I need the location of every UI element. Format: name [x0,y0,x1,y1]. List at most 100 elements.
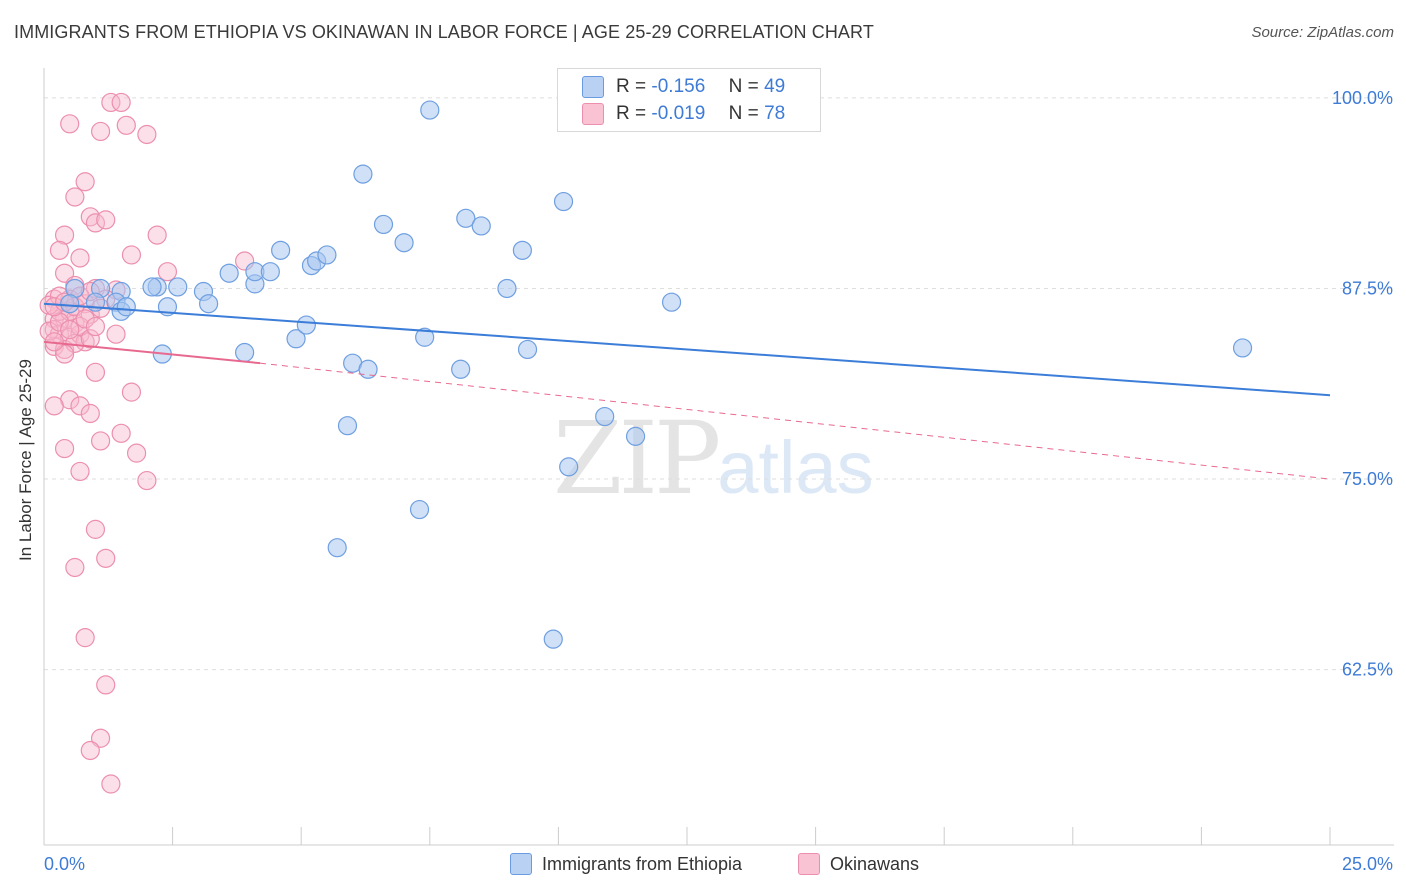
ethiopia-point [543,629,563,649]
okinawans-point [75,628,95,648]
okinawans-point [54,225,75,245]
ethiopia-point [142,277,162,297]
okinawans-point [90,431,111,451]
ethiopia-point [409,499,430,520]
ethiopia-point [497,278,517,299]
okinawans-trend-extension [259,362,1331,480]
ethiopia-point [260,262,280,282]
y-axis-label: In Labor Force | Age 25-29 [16,359,35,561]
okinawans-point [126,443,147,463]
bottom-legend-ethiopia: Immigrants from Ethiopia [510,852,742,876]
okinawans-point [137,124,157,145]
okinawans-point [54,263,75,283]
x-tick-label: 25.0% [1342,854,1393,874]
ethiopia-point [1232,338,1253,358]
okinawans-point [80,740,100,761]
ethiopia-n-value: 49 [764,76,786,97]
okinawans-point [60,114,80,134]
okinawans-point [70,461,90,482]
okinawans-point [85,316,106,337]
okinawans-point [54,438,75,459]
r-label: R = [616,76,647,97]
y-tick-label: 62.5% [1342,660,1393,680]
okinawans-point [101,774,121,794]
okinawans-point [60,320,80,340]
ethiopia-point [661,292,682,312]
okinawans-point [65,557,85,578]
ethiopia-point [199,294,219,314]
ethiopia-legend-label: Immigrants from Ethiopia [542,853,743,874]
chart-source: Source: ZipAtlas.com [1251,24,1394,41]
y-tick-label: 75.0% [1342,469,1393,489]
okinawans-point [147,225,167,245]
okinawans-r-value: -0.019 [651,103,706,124]
ethiopia-swatch [582,76,604,98]
stats-legend: R = -0.156 N = 49 R = -0.019 N = 78 [557,68,821,132]
x-tick-label: 0.0% [44,854,85,874]
okinawans-point [70,396,90,416]
okinawans-point [80,403,100,424]
ethiopia-point [358,359,378,379]
okinawans-point [65,187,85,207]
ethiopia-point [296,315,316,335]
okinawans-point [44,396,64,416]
okinawans-point [49,312,70,332]
bottom-legend-okinawans: Okinawans [798,852,919,876]
ethiopia-point [517,339,538,360]
ethiopia-point [317,245,337,265]
okinawans-point [90,728,111,748]
okinawans-point [80,207,100,227]
ethiopia-point [60,294,80,314]
okinawans-legend-swatch [798,853,820,875]
okinawans-point [85,519,106,539]
okinawans-point [111,423,131,443]
ethiopia-point [512,240,532,260]
okinawans-legend-label: Okinawans [830,853,920,874]
ethiopia-trend-line [43,302,1331,397]
r-label: R = [616,103,647,124]
ethiopia-point [286,329,306,349]
ethiopia-point [353,164,373,184]
ethiopia-point [595,406,615,427]
n-label: N = [728,103,759,124]
okinawans-swatch [582,103,604,125]
okinawans-point [70,248,90,268]
watermark-zip: ZIP [553,400,721,517]
ethiopia-r-value: -0.156 [651,76,706,97]
okinawans-point [75,172,95,192]
ethiopia-point [116,297,136,317]
ethiopia-point [337,416,358,436]
ethiopia-point [327,538,347,558]
okinawans-point [90,121,111,142]
okinawans-trend-line [43,340,261,365]
y-tick-label: 100.0% [1332,88,1393,108]
watermark: ZIPatlas [553,400,874,517]
okinawans-point [75,309,95,329]
okinawans-n-value: 78 [764,103,786,124]
okinawans-point [157,262,178,282]
y-tick-label: 87.5% [1342,278,1393,298]
okinawans-point [49,240,70,260]
okinawans-point [121,382,142,402]
okinawans-point [96,675,116,695]
watermark-atlas: atlas [717,426,874,509]
ethiopia-legend-swatch [510,853,532,875]
legend-row-ethiopia: R = -0.156 N = 49 [582,76,785,98]
okinawans-point [137,470,157,491]
ethiopia-point [235,342,255,363]
legend-row-okinawans: R = -0.019 N = 78 [582,103,785,125]
okinawans-point [111,92,131,113]
ethiopia-point [219,263,239,283]
okinawans-point [96,548,116,568]
chart-title: IMMIGRANTS FROM ETHIOPIA VS OKINAWAN IN … [14,22,874,42]
okinawans-point [101,92,121,113]
ethiopia-point [456,208,476,228]
okinawans-point [80,329,100,349]
okinawans-point [121,245,142,265]
ethiopia-point [271,240,291,260]
ethiopia-point [553,191,574,212]
okinawans-point [96,210,116,230]
ethiopia-point [168,277,188,297]
okinawans-point [85,362,106,382]
